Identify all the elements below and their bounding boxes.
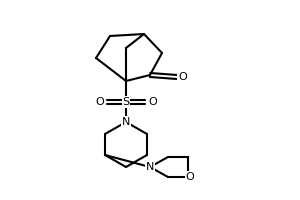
Text: S: S [122, 97, 130, 107]
Text: N: N [122, 117, 130, 127]
Text: O: O [178, 72, 187, 82]
Text: O: O [148, 97, 157, 107]
Text: O: O [95, 97, 104, 107]
Text: O: O [185, 172, 194, 182]
Text: N: N [146, 162, 154, 172]
